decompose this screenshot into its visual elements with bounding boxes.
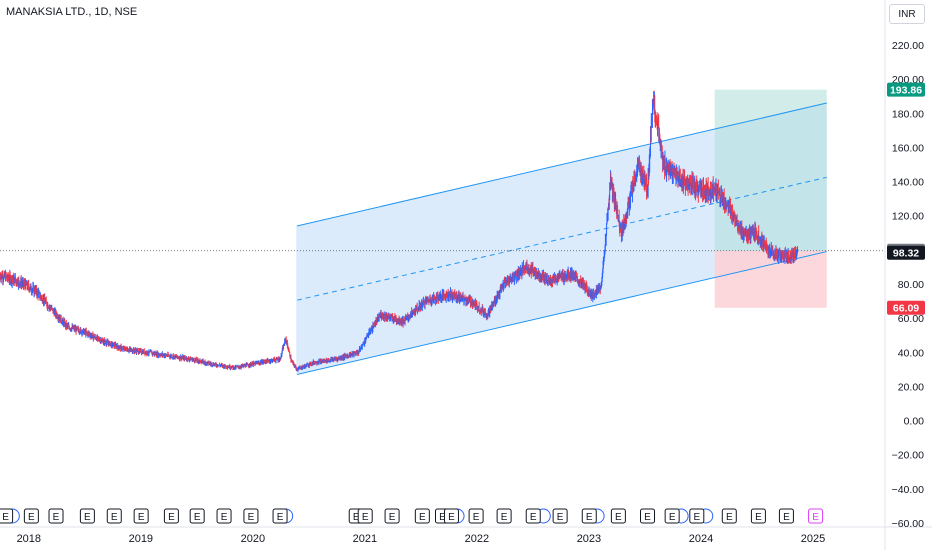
currency-button[interactable]: INR [889, 4, 925, 24]
x-tick-label: 2025 [801, 533, 825, 545]
earnings-marker-label: E [473, 512, 480, 523]
earnings-marker-label: E [557, 512, 564, 523]
price-label-stop [887, 300, 925, 315]
earnings-marker-label: E [644, 512, 651, 523]
earnings-marker-label: E [194, 512, 201, 523]
earnings-marker-label: E [84, 512, 91, 523]
price-label-stop-text: 66.09 [893, 303, 919, 315]
channel-lower-line [296, 251, 827, 375]
earnings-marker [443, 508, 459, 524]
y-tick-label: −20.00 [892, 450, 925, 462]
earnings-marker [721, 508, 737, 524]
y-tick-label: 0.00 [904, 416, 925, 428]
y-tick-label: 180.00 [892, 108, 924, 120]
earnings-marker-label: E [353, 512, 360, 523]
x-tick-label: 2018 [17, 533, 41, 545]
earnings-marker [414, 508, 430, 524]
earnings-marker [79, 508, 95, 524]
earnings-marker [189, 508, 205, 524]
earnings-marker-label: E [138, 512, 145, 523]
stop-zone [714, 250, 827, 308]
y-tick-label: −40.00 [892, 484, 925, 496]
earnings-marker-label: E [439, 512, 446, 523]
earnings-marker [216, 508, 232, 524]
earnings-marker [664, 508, 680, 524]
price-label-target [887, 82, 925, 97]
earnings-marker-label: E [783, 512, 790, 523]
x-tick-label: 2024 [689, 533, 713, 545]
y-tick-label: 80.00 [898, 279, 924, 291]
earnings-marker-label: E [28, 512, 35, 523]
earnings-marker [496, 508, 512, 524]
earnings-marker-label: E [448, 512, 455, 523]
earnings-marker-label: E [362, 512, 369, 523]
earnings-marker-label: E [812, 512, 819, 523]
y-tick-label: 160.00 [892, 142, 924, 154]
earnings-marker [610, 508, 626, 524]
earnings-marker [581, 508, 597, 524]
earnings-marker [468, 508, 484, 524]
x-tick-label: 2020 [241, 533, 265, 545]
earnings-marker [689, 508, 705, 524]
earnings-marker [552, 508, 568, 524]
earnings-marker-label: E [530, 512, 537, 523]
earnings-marker-label: E [615, 512, 622, 523]
earnings-marker [272, 508, 288, 524]
y-tick-label: 120.00 [892, 211, 924, 223]
earnings-marker [48, 508, 64, 524]
earnings-marker-label: E [669, 512, 676, 523]
price-label-target-text: 193.86 [890, 85, 922, 97]
y-tick-label: 20.00 [898, 381, 924, 393]
earnings-marker [23, 508, 39, 524]
earnings-marker [384, 508, 400, 524]
earnings-marker-label: E [248, 512, 255, 523]
earnings-marker-label: E [168, 512, 175, 523]
earnings-marker [778, 508, 794, 524]
earnings-marker [525, 508, 541, 524]
earnings-marker [640, 508, 656, 524]
earnings-marker [357, 508, 373, 524]
chart-title: MANAKSIA LTD., 1D, NSE [6, 6, 138, 18]
earnings-marker-label: E [693, 512, 700, 523]
x-tick-label: 2021 [353, 533, 377, 545]
earnings-marker [0, 508, 14, 524]
earnings-marker-label: E [111, 512, 118, 523]
earnings-marker [243, 508, 259, 524]
earnings-marker-label: E [755, 512, 762, 523]
price-label-last-text: 98.32 [893, 248, 919, 260]
x-tick-label: 2022 [465, 533, 489, 545]
earnings-marker-label: E [2, 512, 9, 523]
target-zone [714, 89, 827, 251]
earnings-marker-label: E [419, 512, 426, 523]
earnings-marker-label: E [277, 512, 284, 523]
y-tick-label: 140.00 [892, 177, 924, 189]
x-tick-label: 2019 [129, 533, 153, 545]
channel-mid-line [296, 176, 827, 301]
x-tick-label: 2023 [577, 533, 601, 545]
earnings-marker-label: E [221, 512, 228, 523]
price-label-last [887, 245, 925, 260]
y-tick-label: 40.00 [898, 347, 924, 359]
earnings-marker [163, 508, 179, 524]
candles [0, 90, 799, 372]
y-tick-label: 60.00 [898, 313, 924, 325]
earnings-marker-label: E [389, 512, 396, 523]
earnings-marker [133, 508, 149, 524]
earnings-marker-label: E [501, 512, 508, 523]
earnings-marker-label: E [726, 512, 733, 523]
earnings-marker-label: E [586, 512, 593, 523]
y-tick-label: −60.00 [892, 518, 925, 530]
earnings-marker [750, 508, 766, 524]
earnings-marker-label: E [53, 512, 60, 523]
y-tick-label: 220.00 [892, 40, 924, 52]
earnings-marker [808, 508, 824, 524]
channel-upper-line [296, 102, 827, 227]
earnings-marker [106, 508, 122, 524]
